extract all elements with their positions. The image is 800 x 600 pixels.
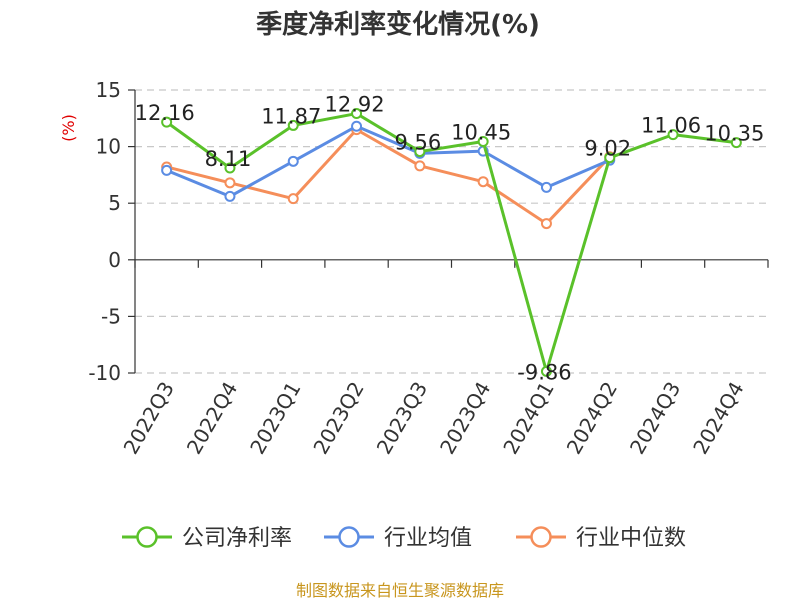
legend-marker-icon: [338, 526, 360, 548]
data-label: 8.11: [205, 147, 252, 171]
data-point[interactable]: [224, 190, 236, 202]
data-point[interactable]: [161, 116, 173, 128]
data-label: 12.92: [324, 93, 384, 117]
data-label: 10.45: [451, 121, 511, 145]
data-point[interactable]: [477, 136, 489, 148]
data-label: 10.35: [704, 122, 764, 146]
data-label: 12.16: [135, 101, 195, 125]
y-tick-label: -10: [88, 361, 121, 385]
data-point[interactable]: [604, 152, 616, 164]
data-point[interactable]: [540, 181, 552, 193]
data-point[interactable]: [667, 129, 679, 141]
x-tick-label: 2023Q1: [245, 378, 305, 459]
x-tick-label: 2022Q3: [119, 378, 179, 459]
series-line: [166, 124, 611, 198]
data-label: 9.02: [584, 137, 631, 161]
data-point[interactable]: [414, 160, 426, 172]
data-point[interactable]: [287, 155, 299, 167]
source-note: 制图数据来自恒生聚源数据库: [296, 581, 504, 600]
legend[interactable]: 公司净利率 行业均值 行业中位数: [122, 526, 686, 551]
data-point[interactable]: [287, 119, 299, 131]
data-point[interactable]: [224, 162, 236, 174]
x-tick-label: 2023Q3: [372, 378, 432, 459]
y-tick-label: 15: [96, 78, 121, 102]
x-tick-label: 2023Q4: [435, 378, 495, 459]
y-tick-label: 10: [96, 135, 121, 159]
data-point[interactable]: [351, 120, 363, 132]
y-tick-label: 5: [108, 191, 121, 215]
legend-marker-icon: [530, 526, 552, 548]
data-label: 11.06: [641, 114, 701, 138]
data-point[interactable]: [224, 177, 236, 189]
x-tick-label: 2024Q4: [688, 378, 748, 459]
x-tick-label: 2024Q1: [498, 378, 558, 459]
data-point[interactable]: [730, 137, 742, 149]
legend-label[interactable]: 行业均值: [384, 526, 472, 551]
legend-label[interactable]: 行业中位数: [576, 526, 686, 551]
x-tick-label: 2024Q3: [625, 378, 685, 459]
data-point[interactable]: [351, 108, 363, 120]
data-label: 9.56: [394, 131, 441, 155]
x-tick-label: 2024Q2: [562, 378, 622, 459]
data-labels: 12.16 8.11 11.87 12.92 9.56 10.45 -9.86 9.02 11.…: [135, 93, 765, 385]
chart-title: 季度净利率变化情况(%): [256, 9, 540, 40]
x-tick-label: 2023Q2: [308, 378, 368, 459]
series-line: [165, 112, 737, 373]
series-group: [161, 108, 742, 377]
y-tick-label: 0: [108, 248, 121, 272]
data-point[interactable]: [540, 218, 552, 230]
data-point[interactable]: [414, 146, 426, 158]
data-point[interactable]: [540, 365, 552, 377]
data-point[interactable]: [287, 193, 299, 205]
legend-marker-icon: [136, 526, 158, 548]
data-point[interactable]: [477, 176, 489, 188]
data-point[interactable]: [161, 164, 173, 176]
x-tick-label: 2022Q4: [182, 378, 242, 459]
y-tick-label: -5: [101, 304, 121, 328]
data-label: 11.87: [261, 104, 321, 128]
legend-label[interactable]: 公司净利率: [182, 526, 292, 551]
data-label: -9.86: [517, 360, 571, 384]
y-axis-unit-label: (%): [59, 114, 78, 142]
series-line: [166, 128, 611, 226]
